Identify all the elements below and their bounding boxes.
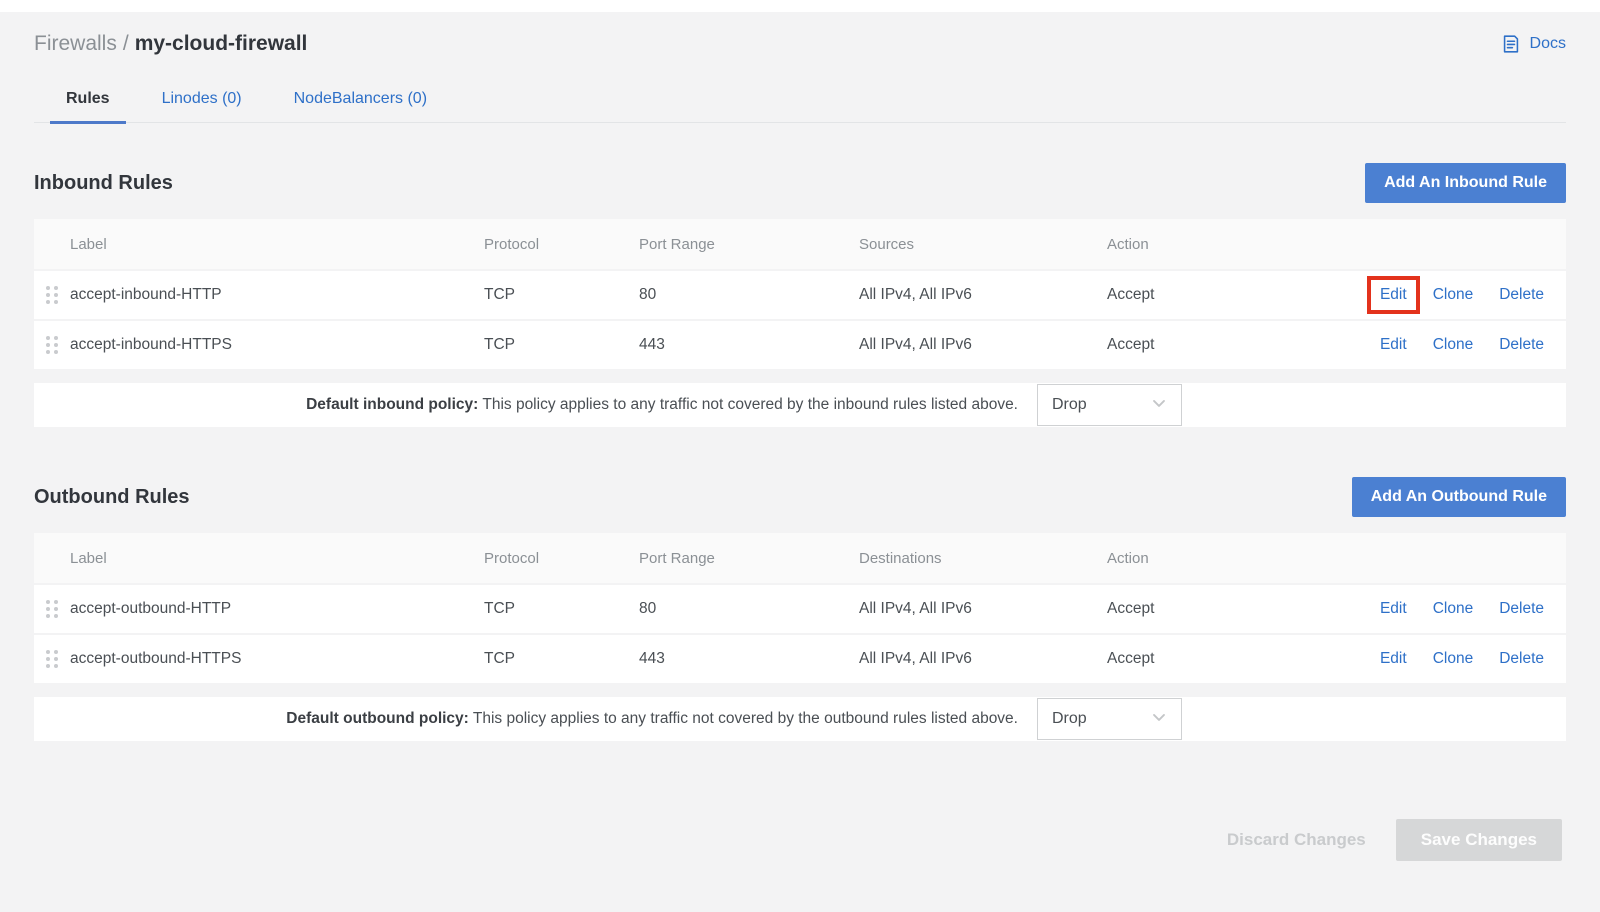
clone-link[interactable]: Clone [1432, 600, 1474, 617]
rule-destinations: All IPv4, All IPv6 [859, 600, 972, 617]
drag-handle[interactable] [34, 600, 70, 618]
drag-dots-icon [46, 650, 58, 668]
page-title: my-cloud-firewall [134, 32, 308, 55]
breadcrumb-firewalls-link[interactable]: Firewalls [34, 32, 117, 55]
rule-action: Accept [1107, 286, 1155, 303]
clone-link[interactable]: Clone [1432, 650, 1474, 667]
default-outbound-policy-label: Default outbound policy: [286, 710, 469, 727]
top-strip [0, 0, 1600, 12]
table-row-accept-inbound-http: accept-inbound-HTTP TCP 80 All IPv4, All… [34, 271, 1566, 319]
rule-port-range: 80 [639, 286, 657, 303]
tab-rules[interactable]: Rules [50, 80, 126, 124]
docs-link[interactable]: Docs [1500, 33, 1566, 55]
edit-link[interactable]: Edit [1379, 286, 1407, 303]
row-actions: Edit Clone Delete [1267, 650, 1566, 668]
rule-port-range: 80 [639, 600, 657, 617]
discard-changes-button[interactable]: Discard Changes [1226, 830, 1366, 849]
delete-link[interactable]: Delete [1499, 336, 1544, 353]
rule-action: Accept [1107, 650, 1155, 667]
inbound-section-header: Inbound Rules Add An Inbound Rule [34, 163, 1566, 203]
firewall-detail-page: Firewalls / my-cloud-firewall Docs Rules L… [0, 32, 1600, 861]
rule-protocol: TCP [484, 600, 515, 617]
default-inbound-policy-text: Default inbound policy: This policy appl… [306, 396, 1018, 413]
delete-link[interactable]: Delete [1499, 600, 1544, 617]
save-changes-button[interactable]: Save Changes [1395, 819, 1562, 861]
edit-link[interactable]: Edit [1379, 600, 1407, 617]
docs-document-icon [1500, 33, 1522, 55]
delete-link[interactable]: Delete [1499, 650, 1544, 667]
col-header-action: Action [1107, 549, 1149, 567]
drag-dots-icon [46, 336, 58, 354]
row-actions: Edit Clone Delete [1267, 600, 1566, 618]
inbound-rules-title: Inbound Rules [34, 171, 173, 194]
delete-link[interactable]: Delete [1499, 286, 1544, 303]
col-header-port-range: Port Range [639, 549, 715, 567]
tab-linodes[interactable]: Linodes (0) [161, 90, 242, 107]
chevron-down-icon [1149, 393, 1169, 418]
clone-link[interactable]: Clone [1432, 286, 1474, 303]
rule-action: Accept [1107, 600, 1155, 617]
drag-handle[interactable] [34, 650, 70, 668]
outbound-policy-value: Drop [1052, 710, 1087, 727]
rule-protocol: TCP [484, 336, 515, 353]
rule-port-range: 443 [639, 336, 665, 353]
add-inbound-rule-button[interactable]: Add An Inbound Rule [1365, 163, 1566, 203]
col-header-sources: Sources [859, 235, 915, 253]
col-header-protocol: Protocol [484, 549, 540, 567]
rule-label: accept-inbound-HTTPS [70, 336, 232, 353]
col-header-label: Label [70, 235, 107, 253]
header-row: Firewalls / my-cloud-firewall Docs [34, 32, 1566, 56]
rule-sources: All IPv4, All IPv6 [859, 336, 972, 353]
default-inbound-policy-row: Default inbound policy: This policy appl… [34, 383, 1566, 427]
tab-bar: Rules Linodes (0) NodeBalancers (0) [34, 80, 1566, 124]
drag-handle[interactable] [34, 336, 70, 354]
inbound-policy-value: Drop [1052, 396, 1087, 413]
col-header-label: Label [70, 549, 107, 567]
rule-label: accept-outbound-HTTP [70, 600, 232, 617]
edit-link[interactable]: Edit [1379, 650, 1407, 667]
rule-destinations: All IPv4, All IPv6 [859, 650, 972, 667]
rule-protocol: TCP [484, 286, 515, 303]
col-header-protocol: Protocol [484, 235, 540, 253]
breadcrumb-separator: / [122, 32, 129, 55]
drag-dots-icon [46, 286, 58, 304]
chevron-down-icon [1149, 707, 1169, 732]
inbound-table-header: Label Protocol Port Range Sources Action [34, 219, 1566, 269]
row-actions: Edit Clone Delete [1267, 336, 1566, 354]
table-row-accept-inbound-https: accept-inbound-HTTPS TCP 443 All IPv4, A… [34, 321, 1566, 369]
row-actions: Edit Clone Delete [1267, 276, 1566, 314]
default-inbound-policy-label: Default inbound policy: [306, 396, 479, 413]
outbound-table-header: Label Protocol Port Range Destinations A… [34, 533, 1566, 583]
drag-handle[interactable] [34, 286, 70, 304]
form-actions-footer: Discard Changes Save Changes [34, 819, 1566, 861]
breadcrumb: Firewalls / my-cloud-firewall [34, 32, 307, 56]
rule-sources: All IPv4, All IPv6 [859, 286, 972, 303]
tab-nodebalancers[interactable]: NodeBalancers (0) [293, 90, 428, 107]
outbound-rules-table: Label Protocol Port Range Destinations A… [34, 533, 1566, 741]
inbound-rules-table: Label Protocol Port Range Sources Action… [34, 219, 1566, 427]
edit-link-highlight-annotation: Edit [1366, 276, 1420, 314]
rule-protocol: TCP [484, 650, 515, 667]
table-row-accept-outbound-http: accept-outbound-HTTP TCP 80 All IPv4, Al… [34, 585, 1566, 633]
drag-dots-icon [46, 600, 58, 618]
rule-label: accept-inbound-HTTP [70, 286, 222, 303]
add-outbound-rule-button[interactable]: Add An Outbound Rule [1351, 477, 1566, 517]
rule-label: accept-outbound-HTTPS [70, 650, 242, 667]
col-header-destinations: Destinations [859, 549, 942, 567]
col-header-port-range: Port Range [639, 235, 715, 253]
clone-link[interactable]: Clone [1432, 336, 1474, 353]
rule-port-range: 443 [639, 650, 665, 667]
docs-link-label: Docs [1529, 35, 1566, 52]
outbound-section-header: Outbound Rules Add An Outbound Rule [34, 477, 1566, 517]
table-row-accept-outbound-https: accept-outbound-HTTPS TCP 443 All IPv4, … [34, 635, 1566, 683]
default-outbound-policy-text: Default outbound policy: This policy app… [286, 710, 1018, 727]
default-outbound-policy-row: Default outbound policy: This policy app… [34, 697, 1566, 741]
outbound-policy-select[interactable]: Drop [1037, 698, 1182, 740]
edit-link[interactable]: Edit [1379, 336, 1407, 353]
outbound-rules-title: Outbound Rules [34, 485, 190, 508]
col-header-action: Action [1107, 235, 1149, 253]
inbound-policy-select[interactable]: Drop [1037, 384, 1182, 426]
rule-action: Accept [1107, 336, 1155, 353]
